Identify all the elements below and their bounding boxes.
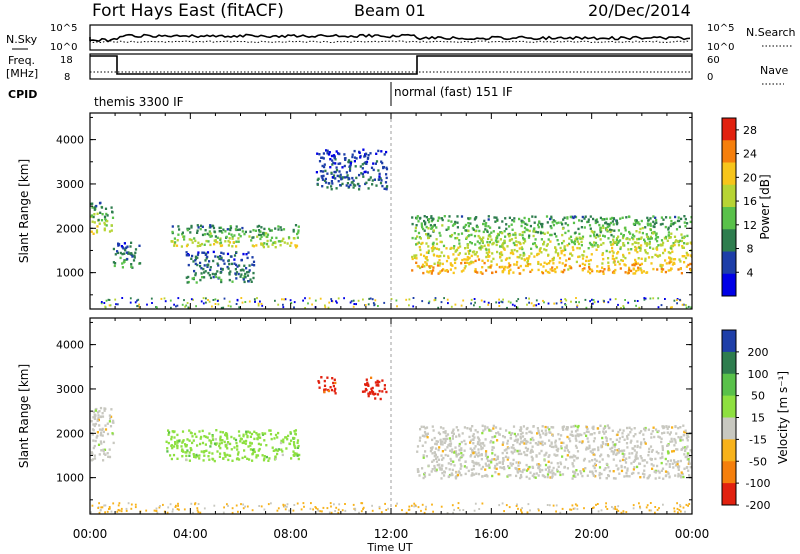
echo-region <box>112 241 142 269</box>
nsearch-label: N.Search <box>746 26 796 39</box>
time-tick-label: 00:00 <box>675 527 710 541</box>
colorbar-tick-label: -100 <box>746 477 771 490</box>
echo-region <box>90 201 115 235</box>
colorbar-cell <box>722 373 736 397</box>
colorbar-cell <box>722 461 736 484</box>
time-tick-label: 16:00 <box>474 527 509 541</box>
near-range-echoes <box>100 297 692 309</box>
freq-unit: [MHz] <box>6 67 38 80</box>
nave-tick-high: 60 <box>707 55 720 66</box>
colorbar-cell <box>722 251 736 275</box>
colorbar-cell <box>722 118 736 141</box>
colorbar-cell <box>722 207 736 230</box>
colorbar-label: Power [dB] <box>758 174 772 239</box>
colorbar-tick-label: 4 <box>747 266 754 279</box>
freq-label: Freq. <box>8 54 35 67</box>
y-tick-label: 3000 <box>56 178 84 191</box>
colorbar-cell <box>722 351 736 375</box>
freq-tick-low: 8 <box>64 72 70 83</box>
colorbar-cell <box>722 140 736 163</box>
colorbar-frame <box>721 117 737 297</box>
echo-region <box>317 376 337 395</box>
colorbar-tick-label: 24 <box>743 148 757 161</box>
nsearch-trace <box>89 40 691 44</box>
y-tick-label: 4000 <box>56 134 84 147</box>
echo-region <box>165 429 301 463</box>
colorbar-tick-label: 200 <box>748 346 769 359</box>
freq-trace <box>90 55 692 75</box>
y-tick-label: 2000 <box>56 427 84 440</box>
nsky-label: N.Sky <box>6 33 38 46</box>
y-axis-label: Slant Range [km] <box>17 159 31 263</box>
nsky-trace <box>89 33 691 43</box>
y-tick-label: 2000 <box>56 222 84 235</box>
near-range-echoes <box>90 502 692 514</box>
echo-region <box>90 406 115 462</box>
time-tick-label: 08:00 <box>273 527 308 541</box>
colorbar-tick-label: 100 <box>748 368 769 381</box>
cpid-segment-2: normal (fast) 151 IF <box>394 85 513 99</box>
freq-tick-high: 18 <box>60 55 73 66</box>
cpid-segment-1: themis 3300 IF <box>94 95 184 109</box>
colorbar-tick-label: 28 <box>743 124 757 137</box>
y-tick-label: 4000 <box>56 339 84 352</box>
colorbar: 4 8 12 16 20 24 28 Power [dB] <box>721 117 772 297</box>
y-tick-label: 1000 <box>56 472 84 485</box>
nave-tick-low: 0 <box>707 72 713 83</box>
date-label: 20/Dec/2014 <box>588 1 691 20</box>
colorbar-tick-label: 12 <box>743 219 757 232</box>
colorbar-tick-label: 15 <box>751 412 765 425</box>
velocity-panel: 1000 2000 3000 4000 Slant Range [km] 200 100 50… <box>17 317 790 515</box>
colorbar-tick-label: -15 <box>749 433 767 446</box>
colorbar-tick-label: -200 <box>746 499 771 512</box>
colorbar-cell <box>722 330 736 353</box>
y-tick-label: 1000 <box>56 267 84 280</box>
time-tick-label: 04:00 <box>173 527 208 541</box>
colorbar-tick-label: 50 <box>751 390 765 403</box>
time-tick-label: 00:00 <box>73 527 108 541</box>
colorbar-cell <box>722 439 736 462</box>
time-tick-label: 12:00 <box>374 527 409 541</box>
colorbar-tick-label: -50 <box>749 455 767 468</box>
colorbar-label: Velocity [m s⁻¹] <box>776 371 790 464</box>
echo-cells <box>90 376 692 514</box>
colorbar: 200 100 50 15 -15 -50 -100 -200 Velocity [m s⁻¹] <box>721 329 790 512</box>
colorbar-cell <box>722 417 736 440</box>
nave-label: Nave <box>760 64 788 77</box>
nsearch-tick-low: 10^0 <box>707 42 734 53</box>
echo-region <box>411 215 692 275</box>
echo-region <box>185 250 256 284</box>
y-axis-label: Slant Range [km] <box>17 364 31 468</box>
nsearch-tick-high: 10^5 <box>707 23 734 34</box>
echo-cells <box>90 148 692 309</box>
colorbar-tick-label: 8 <box>747 243 754 256</box>
radar-title: Fort Hays East (fitACF) <box>92 1 284 21</box>
colorbar-cell <box>722 184 736 208</box>
freq-strip-frame <box>89 53 693 80</box>
nsky-tick-high: 10^5 <box>50 23 77 34</box>
echo-region <box>170 224 300 249</box>
beam-label: Beam 01 <box>354 1 426 20</box>
echo-region <box>361 376 388 401</box>
y-tick-label: 3000 <box>56 383 84 396</box>
time-axis-label: Time UT <box>366 541 412 554</box>
echo-region <box>416 424 692 480</box>
cpid-label: CPID <box>8 88 37 101</box>
colorbar-cell <box>722 162 736 186</box>
power-panel: 1000 2000 3000 4000 Slant Range [km] 4 8 12 16 20… <box>17 112 772 310</box>
colorbar-cell <box>722 229 736 252</box>
echo-region <box>315 148 389 191</box>
colorbar-tick-label: 16 <box>743 195 757 208</box>
colorbar-cell <box>722 273 736 297</box>
time-axis: 00:00 04:00 08:00 12:00 16:00 20:00 00:00 <box>73 527 710 541</box>
colorbar-cell <box>722 395 736 418</box>
colorbar-cell <box>722 483 736 506</box>
colorbar-tick-label: 20 <box>743 171 757 184</box>
nsky-tick-low: 10^0 <box>50 42 77 53</box>
time-tick-label: 20:00 <box>574 527 609 541</box>
